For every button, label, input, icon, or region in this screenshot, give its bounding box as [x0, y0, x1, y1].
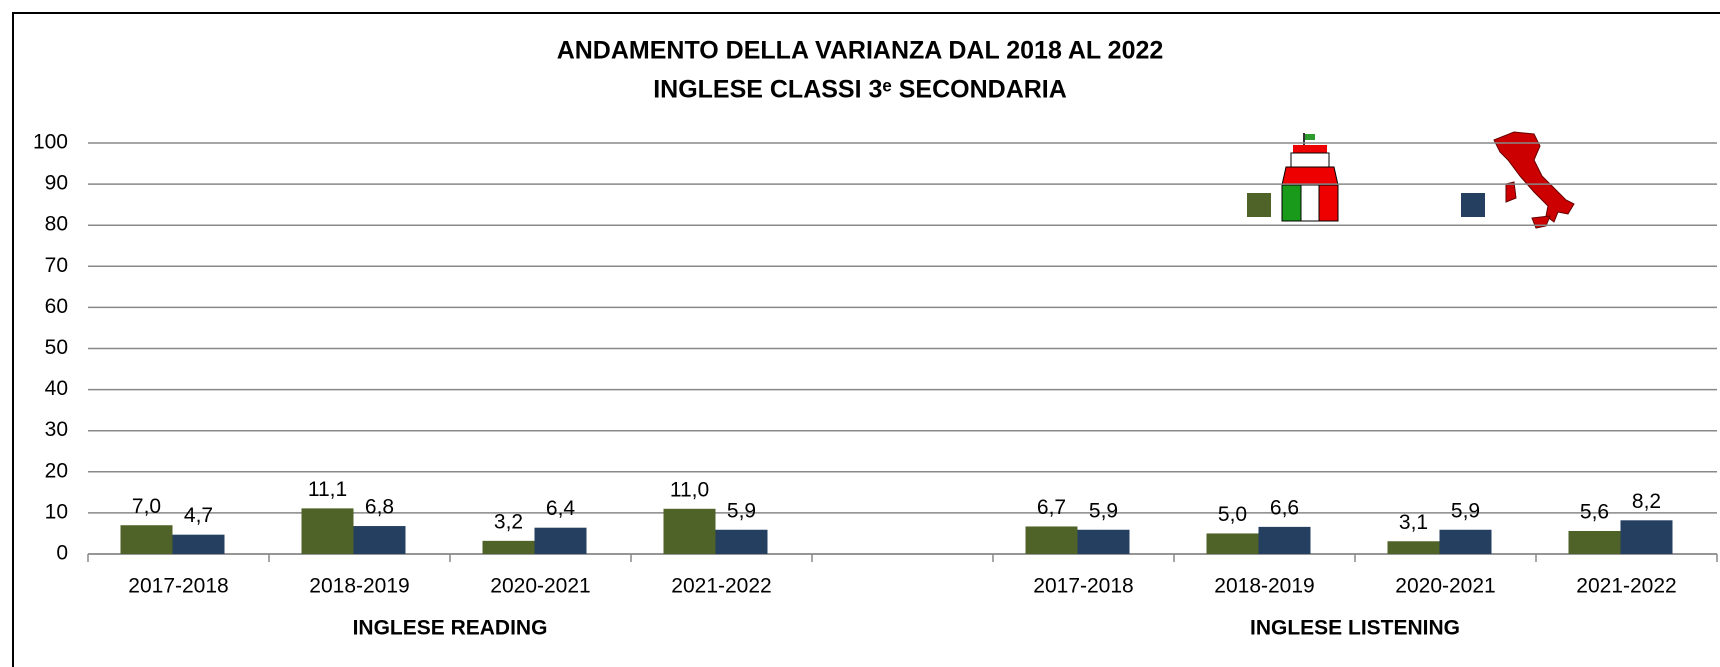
chart-subtitle: INGLESE CLASSI 3ᵉ SECONDARIA: [653, 76, 1067, 104]
bar: [353, 526, 406, 554]
data-label: 11,1: [308, 478, 347, 501]
data-label: 4,7: [184, 504, 213, 527]
bar: [1620, 520, 1673, 554]
chart-title: ANDAMENTO DELLA VARIANZA DAL 2018 AL 202…: [557, 37, 1164, 65]
bar: [715, 529, 768, 554]
bar: [172, 534, 225, 554]
data-label: 6,6: [1270, 496, 1299, 519]
x-tick-label: 2018-2019: [1214, 575, 1314, 598]
x-tick-label: 2021-2022: [1576, 575, 1676, 598]
data-label: 6,8: [365, 496, 394, 519]
group-label: INGLESE READING: [353, 617, 548, 640]
bar: [1077, 529, 1130, 554]
data-label: 3,1: [1399, 511, 1428, 534]
y-tick-label: 0: [56, 542, 68, 565]
y-tick-label: 70: [45, 254, 68, 277]
x-tick-label: 2017-2018: [128, 575, 228, 598]
bar: [301, 508, 354, 554]
x-tick-label: 2017-2018: [1033, 575, 1133, 598]
bar: [534, 527, 587, 554]
y-tick-label: 50: [45, 336, 68, 359]
data-label: 5,9: [727, 499, 756, 522]
y-tick-label: 60: [45, 295, 68, 318]
x-tick-label: 2020-2021: [490, 575, 590, 598]
data-label: 5,9: [1451, 499, 1480, 522]
bar: [1568, 530, 1621, 554]
group-label: INGLESE LISTENING: [1250, 617, 1460, 640]
legend-school-icon: [1281, 133, 1339, 222]
data-label: 6,4: [546, 497, 576, 520]
data-label: 6,7: [1037, 496, 1066, 519]
data-label: 5,0: [1218, 503, 1247, 526]
bar: [1025, 526, 1078, 554]
y-tick-label: 20: [45, 459, 68, 482]
bar: [1258, 526, 1311, 554]
legend-swatch: [1247, 193, 1271, 217]
bar: [663, 508, 716, 554]
x-tick-label: 2020-2021: [1395, 575, 1495, 598]
bar: [1387, 541, 1440, 554]
data-label: 5,6: [1580, 501, 1609, 524]
data-label: 5,9: [1089, 499, 1118, 522]
legend-swatch: [1461, 193, 1485, 217]
y-tick-label: 10: [45, 500, 68, 523]
data-label: 8,2: [1632, 490, 1661, 513]
data-label: 7,0: [132, 495, 161, 518]
x-tick-label: 2021-2022: [671, 575, 771, 598]
y-tick-label: 100: [33, 131, 68, 154]
x-tick-label: 2018-2019: [309, 575, 409, 598]
chart-frame: [12, 12, 1720, 667]
y-tick-label: 30: [45, 418, 68, 441]
bar: [1439, 529, 1492, 554]
data-label: 3,2: [494, 510, 523, 533]
y-tick-label: 80: [45, 213, 68, 236]
bar: [120, 525, 173, 554]
bar: [1206, 533, 1259, 554]
bar: [482, 540, 535, 554]
y-tick-label: 40: [45, 377, 68, 400]
y-tick-label: 90: [45, 172, 68, 195]
data-label: 11,0: [670, 478, 709, 501]
